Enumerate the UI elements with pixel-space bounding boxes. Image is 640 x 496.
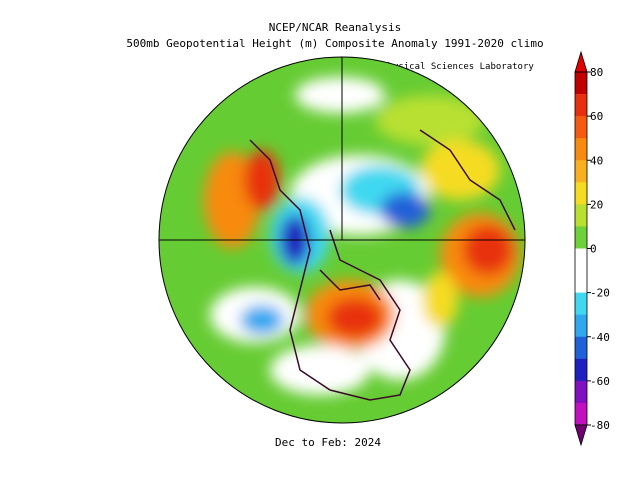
colorbar-tick-label: 0 xyxy=(590,243,597,256)
colorbar-tick-label: 60 xyxy=(590,110,603,123)
colorbar-tick-label: -20 xyxy=(590,287,610,300)
colorbar-tick-label: 40 xyxy=(590,154,603,167)
colorbar-band xyxy=(575,226,587,249)
colorbar-band xyxy=(575,336,587,360)
anomaly-map xyxy=(159,57,525,423)
colorbar: 80 60 40 20 0 -20 -40 -60 -80 xyxy=(574,50,610,447)
title: NCEP/NCAR Reanalysis xyxy=(269,21,401,34)
colorbar-band xyxy=(575,116,587,139)
credit: NOAA Physical Sciences Laboratory xyxy=(355,62,534,72)
colorbar-band xyxy=(575,314,587,338)
colorbar-band xyxy=(575,358,587,382)
period: Dec to Feb: 2024 xyxy=(275,436,381,449)
colorbar-top xyxy=(574,50,588,73)
colorbar-band xyxy=(575,138,587,161)
colorbar-band xyxy=(575,160,587,183)
colorbar-band xyxy=(575,182,587,205)
colorbar-band xyxy=(575,402,587,426)
map-border xyxy=(158,56,526,424)
colorbar-band xyxy=(575,248,587,271)
colorbar-band xyxy=(575,72,587,95)
colorbar-tick-label: -40 xyxy=(590,331,610,344)
subtitle: 500mb Geopotential Height (m) Composite … xyxy=(126,37,543,50)
colorbar-tick-label: -60 xyxy=(590,375,610,388)
colorbar-band xyxy=(575,292,587,315)
colorbar-bottom xyxy=(574,424,588,447)
colorbar-band xyxy=(575,204,587,227)
colorbar-band xyxy=(575,94,587,117)
colorbar-band xyxy=(575,270,587,293)
colorbar-tick-label: -80 xyxy=(590,419,610,432)
colorbar-band xyxy=(575,380,587,404)
colorbar-tick-label: 20 xyxy=(590,198,603,211)
colorbar-tick-label: 80 xyxy=(590,66,603,79)
